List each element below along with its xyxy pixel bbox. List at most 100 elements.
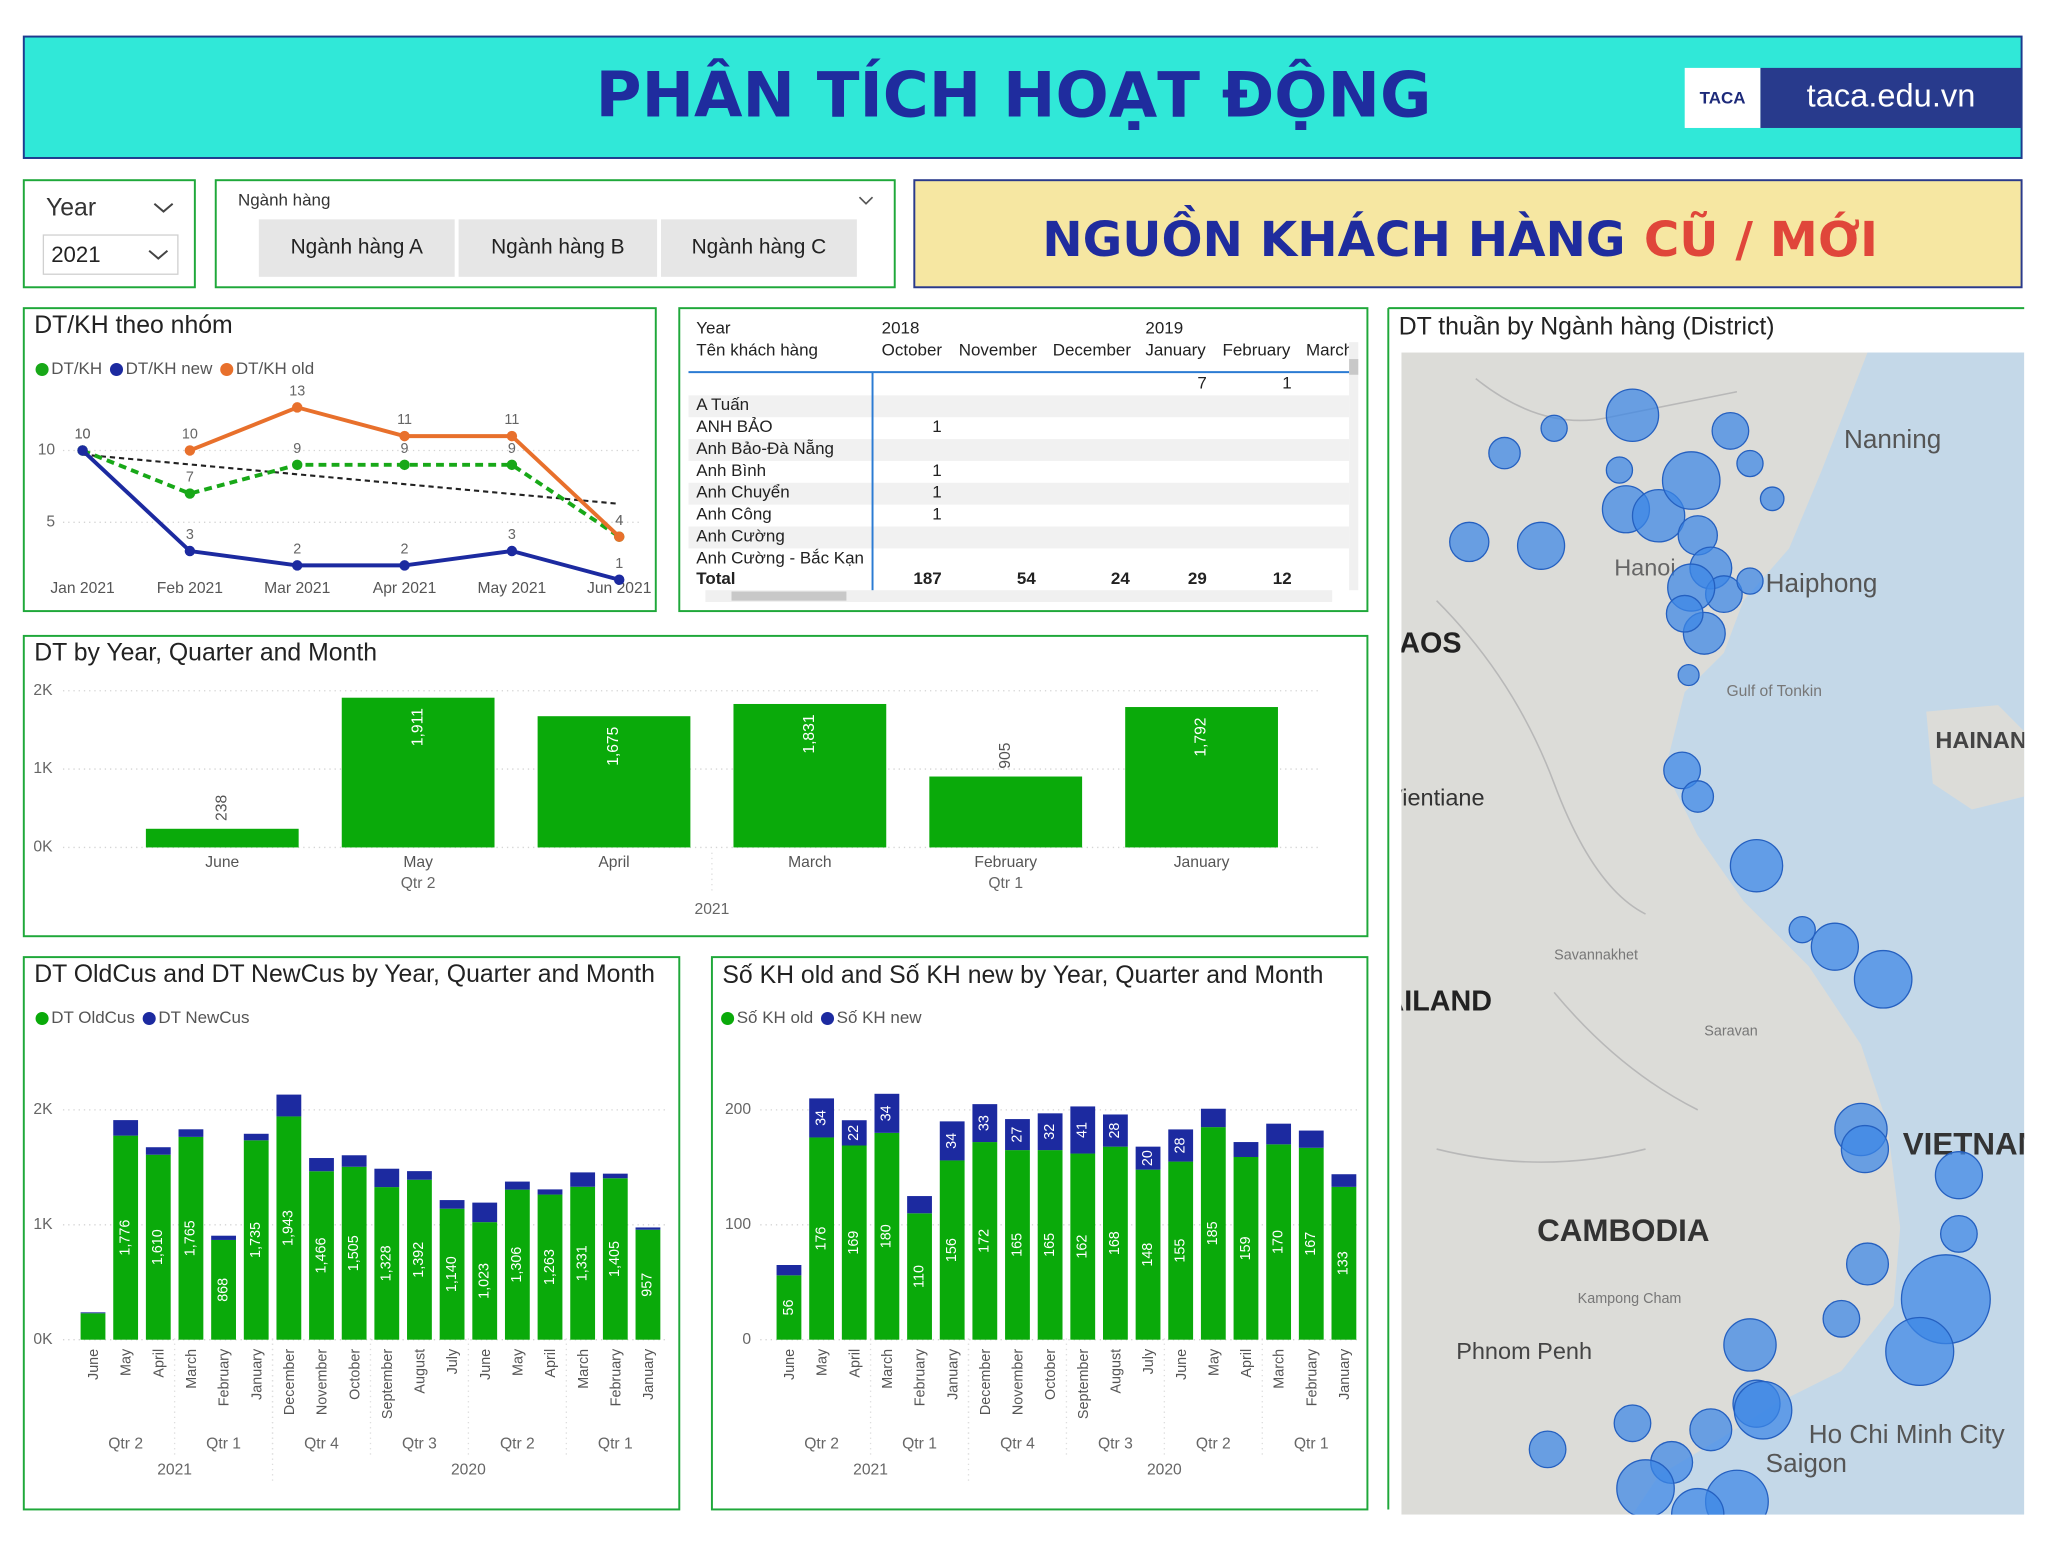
map-label: Gulf of Tonkin bbox=[1726, 683, 1821, 700]
island bbox=[1926, 705, 2025, 810]
cell: 1 bbox=[932, 483, 941, 502]
data-label: 10 bbox=[182, 427, 198, 443]
data-label: 28 bbox=[1107, 1123, 1123, 1139]
point bbox=[506, 545, 518, 557]
map-bubble bbox=[1689, 1408, 1733, 1452]
quarter-label: Qtr 2 bbox=[401, 875, 436, 892]
year-dropdown[interactable] bbox=[42, 234, 179, 275]
data-label: 56 bbox=[781, 1300, 797, 1316]
bar-segment bbox=[178, 1136, 204, 1340]
bar-segment bbox=[1200, 1108, 1226, 1128]
x-tick-label: May bbox=[1206, 1348, 1222, 1376]
point bbox=[613, 531, 625, 542]
data-label: 9 bbox=[401, 441, 409, 457]
legend-label: DT/KH new bbox=[126, 359, 213, 378]
bar-segment bbox=[602, 1173, 628, 1179]
point bbox=[506, 459, 518, 471]
chevron[interactable] bbox=[858, 196, 874, 205]
x-tick-label: January bbox=[641, 1348, 657, 1400]
map-bubble bbox=[1845, 1242, 1890, 1286]
total-cell: 29 bbox=[1188, 569, 1207, 588]
map[interactable]: Nanning Haiphong Hanoi LAOS Gulf of Tonkin HA… bbox=[1345, 352, 2044, 1541]
legend-label: DT NewCus bbox=[158, 1008, 249, 1027]
y-tick-label: 1K bbox=[33, 1216, 53, 1233]
bar-segment bbox=[1233, 1142, 1259, 1157]
cell: 7 bbox=[1197, 373, 1206, 392]
data-label: 1,943 bbox=[281, 1210, 297, 1246]
y-tick-label: 0K bbox=[33, 839, 53, 856]
option-label[interactable]: Ngành hàng B bbox=[491, 236, 624, 259]
bar-segment bbox=[537, 1194, 563, 1340]
legend-marker bbox=[142, 1011, 156, 1026]
logo[interactable]: TACA bbox=[1700, 89, 1746, 108]
point bbox=[292, 459, 303, 471]
option-button[interactable] bbox=[661, 219, 857, 277]
bar-segment bbox=[907, 1213, 932, 1340]
data-label: 1,831 bbox=[801, 714, 818, 753]
quarter-label: Qtr 3 bbox=[1098, 1435, 1133, 1452]
x-tick-label: January bbox=[1337, 1348, 1353, 1400]
row-stripe bbox=[688, 439, 1350, 461]
map-bubble bbox=[1810, 922, 1860, 971]
x-tick-label: July bbox=[1141, 1348, 1157, 1374]
bar bbox=[145, 828, 299, 848]
bar-segment bbox=[1102, 1146, 1128, 1340]
x-tick-label: October bbox=[1043, 1349, 1059, 1400]
banner-highlight: CŨ / MỚI bbox=[1644, 211, 1878, 268]
y-tick-label: 2K bbox=[33, 1101, 53, 1118]
bar-segment bbox=[243, 1140, 269, 1340]
legend-marker bbox=[109, 362, 124, 377]
x-tick-label: November bbox=[315, 1349, 331, 1415]
option-button[interactable] bbox=[458, 219, 658, 277]
legend-marker bbox=[35, 1011, 49, 1026]
x-tick-label: Mar 2021 bbox=[264, 580, 330, 597]
map-label: Saigon bbox=[1766, 1448, 1847, 1478]
page-title: PHÂN TÍCH HOẠT ĐỘNG bbox=[596, 58, 1432, 131]
line-series bbox=[81, 449, 620, 582]
data-label: 167 bbox=[1303, 1232, 1319, 1256]
data-label: 957 bbox=[640, 1273, 656, 1297]
bar-segment bbox=[504, 1181, 530, 1190]
scroll-thumb[interactable] bbox=[1349, 359, 1359, 375]
x-tick-label: May bbox=[510, 1348, 526, 1376]
y-tick-label: 100 bbox=[725, 1216, 751, 1233]
chevron[interactable] bbox=[153, 202, 174, 213]
bar bbox=[537, 716, 691, 848]
scroll-thumb[interactable] bbox=[731, 591, 847, 601]
quarter-label: Qtr 4 bbox=[1000, 1435, 1035, 1452]
site-link[interactable]: taca.edu.vn bbox=[1807, 77, 1976, 114]
quarter-label: Qtr 2 bbox=[1196, 1435, 1231, 1452]
row-name: Anh Chuyển bbox=[696, 483, 789, 502]
bar-segment bbox=[1266, 1144, 1292, 1340]
option-label[interactable]: Ngành hàng A bbox=[291, 236, 423, 259]
chevron[interactable] bbox=[148, 249, 169, 260]
data-label: 3 bbox=[186, 527, 194, 543]
data-label: 32 bbox=[1042, 1124, 1058, 1140]
data-label: 868 bbox=[215, 1278, 231, 1302]
x-tick-label: June bbox=[478, 1349, 494, 1380]
quarter-label: Qtr 1 bbox=[902, 1435, 937, 1452]
map-label: Hanoi bbox=[1614, 555, 1675, 581]
bar-segment bbox=[570, 1186, 596, 1340]
chart-title: DT/KH theo nhóm bbox=[34, 312, 232, 339]
bar-segment bbox=[1331, 1186, 1357, 1340]
option-label[interactable]: Ngành hàng C bbox=[692, 236, 827, 259]
map-bubble bbox=[1488, 436, 1521, 470]
year-value[interactable]: 2021 bbox=[51, 242, 100, 267]
chart-title: DT by Year, Quarter and Month bbox=[34, 640, 377, 667]
x-tick-label: January bbox=[249, 1348, 265, 1400]
point bbox=[184, 445, 196, 456]
bar-segment bbox=[472, 1222, 498, 1340]
data-label: 1,466 bbox=[313, 1237, 329, 1273]
legend-marker bbox=[35, 362, 49, 377]
map-label: Savannakhet bbox=[1554, 948, 1638, 964]
x-tick-label: October bbox=[347, 1349, 363, 1400]
bar-segment bbox=[776, 1265, 802, 1276]
map-bubble bbox=[1736, 567, 1764, 595]
map-label: Haiphong bbox=[1766, 568, 1878, 598]
bar-segment bbox=[341, 1166, 367, 1340]
option-button[interactable] bbox=[258, 219, 455, 277]
map-bubble bbox=[1663, 751, 1702, 790]
y-tick-label: 1K bbox=[33, 760, 53, 777]
map-bubble bbox=[1540, 414, 1568, 442]
